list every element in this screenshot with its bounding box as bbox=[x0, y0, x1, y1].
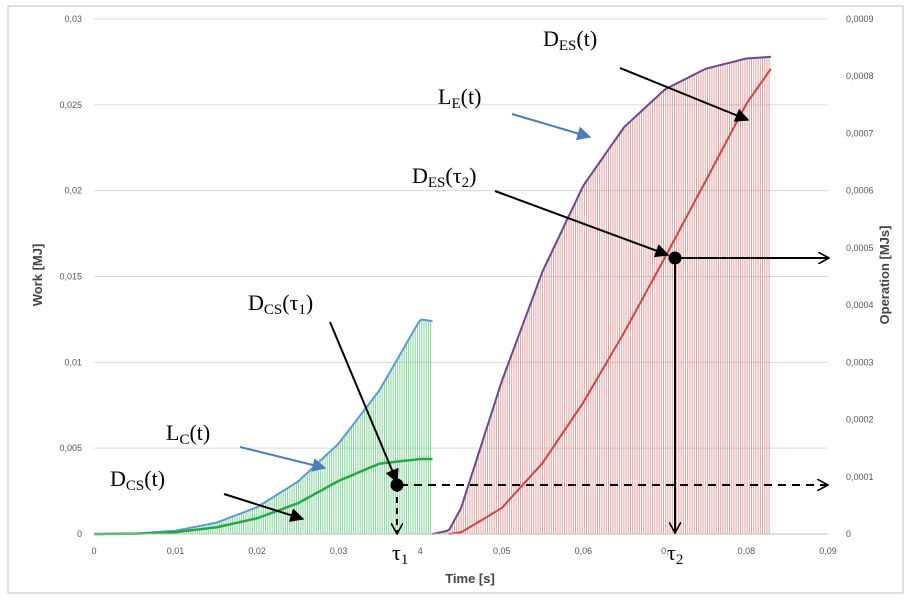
y-right-tick-label: 0,0008 bbox=[846, 71, 874, 81]
y-left-tick-label: 0,015 bbox=[59, 272, 82, 282]
arrow-dcs-tau1-label bbox=[329, 321, 399, 484]
x-tick-label: 0 bbox=[91, 546, 96, 556]
series-line-des bbox=[448, 68, 772, 535]
label-dcs-tau1: DCS(τ1) bbox=[248, 290, 313, 318]
y-right-tick-label: 0,0009 bbox=[846, 14, 874, 24]
arrow-des-tau2-label bbox=[494, 190, 670, 258]
y-right-tick-label: 0,0006 bbox=[846, 186, 874, 196]
y-right-tick-label: 0,0003 bbox=[846, 357, 874, 367]
x-tick-label: 0,02 bbox=[248, 546, 266, 556]
tick-labels: 0 0,005 0,01 0,015 0,02 0,025 0,03 0 0,0001 0,000… bbox=[59, 14, 873, 556]
y-right-tick-label: 0,0004 bbox=[846, 300, 874, 310]
arrow-des-label bbox=[619, 67, 750, 122]
x-tick-label: 0,05 bbox=[493, 546, 511, 556]
x-tick-label: 0,06 bbox=[575, 546, 593, 556]
y-right-tick-label: 0,0007 bbox=[846, 128, 874, 138]
y-left-tick-label: 0,02 bbox=[64, 186, 82, 196]
series-line-dcs bbox=[94, 457, 433, 536]
y-right-tick-label: 0,0005 bbox=[846, 243, 874, 253]
series-lines bbox=[94, 55, 772, 536]
arrow-le-label bbox=[511, 113, 592, 141]
x-tick-label: 0,03 bbox=[330, 546, 348, 556]
y-left-tick-label: 0,025 bbox=[59, 100, 82, 110]
arrow-dcs-label bbox=[223, 493, 305, 522]
y-axis-right-title: Operation [MJs] bbox=[877, 226, 892, 325]
x-tick-label: 0,08 bbox=[738, 546, 756, 556]
area-fills bbox=[100, 56, 770, 534]
label-le: LE(t) bbox=[438, 84, 481, 112]
y-axis-left-title: Work [MJ] bbox=[30, 244, 45, 307]
x-tick-label: 0, bbox=[661, 546, 669, 556]
y-right-tick-label: 0,0002 bbox=[846, 415, 874, 425]
label-lc: LC(t) bbox=[166, 420, 210, 448]
label-dcs: DCS(t) bbox=[110, 466, 165, 494]
label-tau2: τ2 bbox=[667, 540, 683, 568]
x-tick-label: 0,01 bbox=[167, 546, 185, 556]
label-des: DES(t) bbox=[543, 26, 597, 54]
label-des-tau2: DES(τ2) bbox=[412, 163, 476, 191]
y-left-tick-label: 0,03 bbox=[64, 14, 82, 24]
expansion-fill bbox=[434, 56, 770, 534]
tau2-marker bbox=[668, 251, 682, 265]
x-tick-label: 0,09 bbox=[819, 546, 837, 556]
y-right-tick-label: 0 bbox=[846, 529, 851, 539]
y-left-tick-label: 0,01 bbox=[64, 357, 82, 367]
y-left-tick-label: 0 bbox=[77, 529, 82, 539]
y-left-tick-label: 0,005 bbox=[59, 443, 82, 453]
arrow-lc-label bbox=[239, 446, 327, 472]
x-tick-label: 4 bbox=[418, 546, 423, 556]
label-tau1: τ1 bbox=[392, 540, 408, 568]
series-line-le bbox=[432, 55, 771, 535]
y-right-tick-label: 0,0001 bbox=[846, 472, 874, 482]
tau1-marker bbox=[390, 478, 404, 492]
x-axis-title: Time [s] bbox=[445, 571, 495, 586]
